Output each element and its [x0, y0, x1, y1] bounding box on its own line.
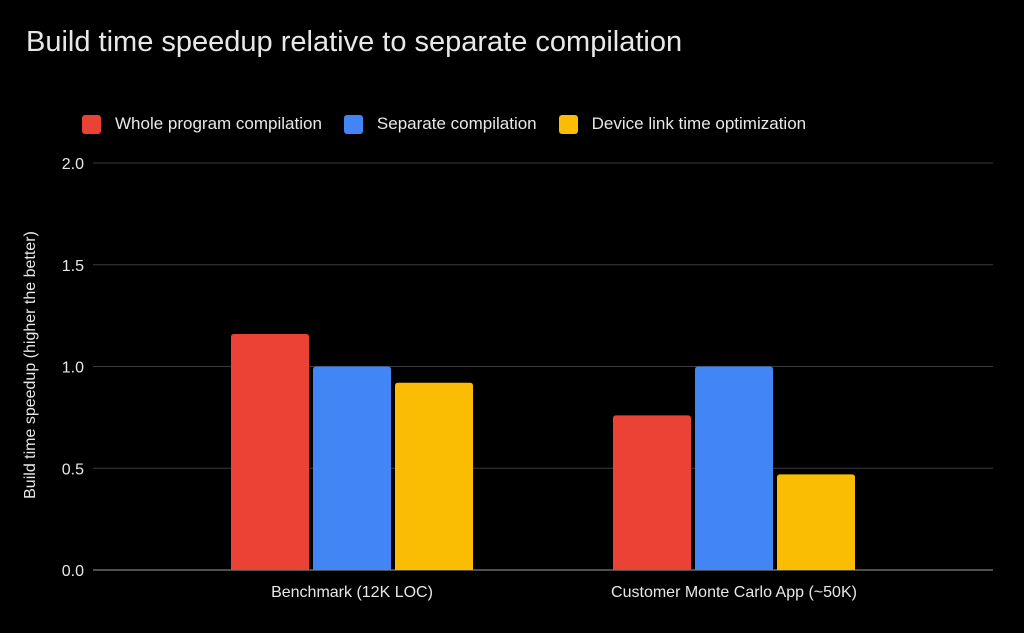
bar: [395, 382, 473, 570]
legend-item: Whole program compilation: [82, 114, 322, 134]
y-tick-label: 1.5: [62, 258, 84, 275]
y-tick-label: 0.5: [62, 461, 84, 478]
legend-label: Whole program compilation: [115, 114, 322, 133]
x-tick-label: Benchmark (12K LOC): [271, 584, 433, 601]
bar: [613, 415, 691, 570]
y-tick-label: 0.0: [62, 563, 84, 580]
legend-swatch: [82, 114, 101, 134]
y-tick-label: 1.0: [62, 360, 84, 377]
y-tick-label: 2.0: [62, 156, 84, 173]
legend-swatch: [343, 114, 363, 134]
legend-label: Device link time optimization: [591, 114, 807, 133]
bar: [313, 366, 391, 570]
legend-item: Separate compilation: [343, 114, 537, 134]
bar: [695, 366, 773, 570]
legend-label: Separate compilation: [376, 114, 537, 133]
bar: [231, 333, 309, 570]
legend-item: Device link time optimization: [558, 114, 807, 134]
x-tick-label: Customer Monte Carlo App (~50K): [611, 584, 857, 601]
legend: Whole program compilation Separate compi…: [82, 114, 806, 134]
chart-title: Build time speedup relative to separate …: [26, 26, 683, 58]
bar: [777, 474, 855, 570]
legend-swatch: [558, 114, 578, 134]
